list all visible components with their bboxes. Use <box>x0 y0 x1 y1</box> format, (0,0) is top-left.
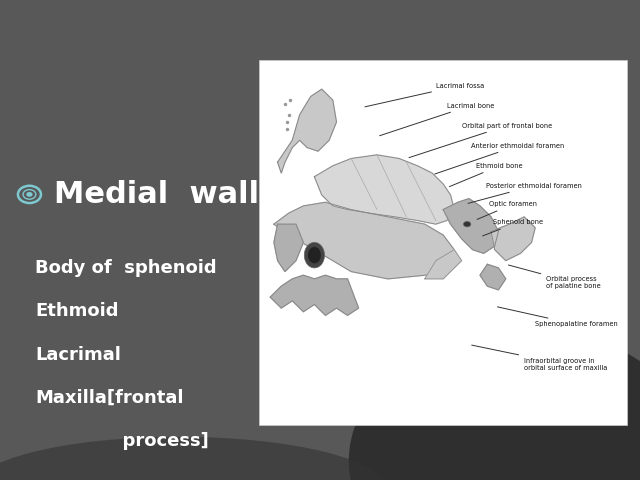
Text: Ethmoid bone: Ethmoid bone <box>449 163 523 187</box>
Text: process]: process] <box>35 432 209 450</box>
Text: Maxilla[frontal: Maxilla[frontal <box>35 389 184 407</box>
Ellipse shape <box>463 221 471 227</box>
Text: Lacrimal fossa: Lacrimal fossa <box>365 83 484 107</box>
Polygon shape <box>270 275 358 315</box>
Text: Sphenopalatine foramen: Sphenopalatine foramen <box>497 307 618 327</box>
Ellipse shape <box>0 437 387 480</box>
Text: Body of  sphenoid: Body of sphenoid <box>35 259 217 277</box>
Text: Lacrimal bone: Lacrimal bone <box>380 103 494 136</box>
Text: Posterior ethmoidal foramen: Posterior ethmoidal foramen <box>468 183 581 204</box>
Ellipse shape <box>349 329 640 480</box>
Ellipse shape <box>308 247 321 264</box>
Polygon shape <box>480 264 506 290</box>
Text: Orbital part of frontal bone: Orbital part of frontal bone <box>409 123 552 157</box>
Text: Infraorbital groove in
orbital surface of maxilla: Infraorbital groove in orbital surface o… <box>472 345 607 371</box>
Circle shape <box>26 192 33 197</box>
Text: Orbital process
of palatine bone: Orbital process of palatine bone <box>508 265 601 289</box>
Bar <box>259 60 627 425</box>
Polygon shape <box>314 155 454 224</box>
Polygon shape <box>425 250 461 279</box>
Text: Ethmoid: Ethmoid <box>35 302 118 321</box>
Text: Sphenoid bone: Sphenoid bone <box>483 219 543 236</box>
Polygon shape <box>491 217 535 261</box>
Polygon shape <box>274 202 454 279</box>
Text: Medial  wall: Medial wall <box>54 180 260 209</box>
Text: Anterior ethmoidal foramen: Anterior ethmoidal foramen <box>435 143 564 174</box>
Polygon shape <box>444 199 499 253</box>
Text: Optic foramen: Optic foramen <box>477 201 537 219</box>
Text: Lacrimal: Lacrimal <box>35 346 121 364</box>
Polygon shape <box>274 224 303 272</box>
Polygon shape <box>278 89 337 173</box>
Ellipse shape <box>304 242 324 268</box>
